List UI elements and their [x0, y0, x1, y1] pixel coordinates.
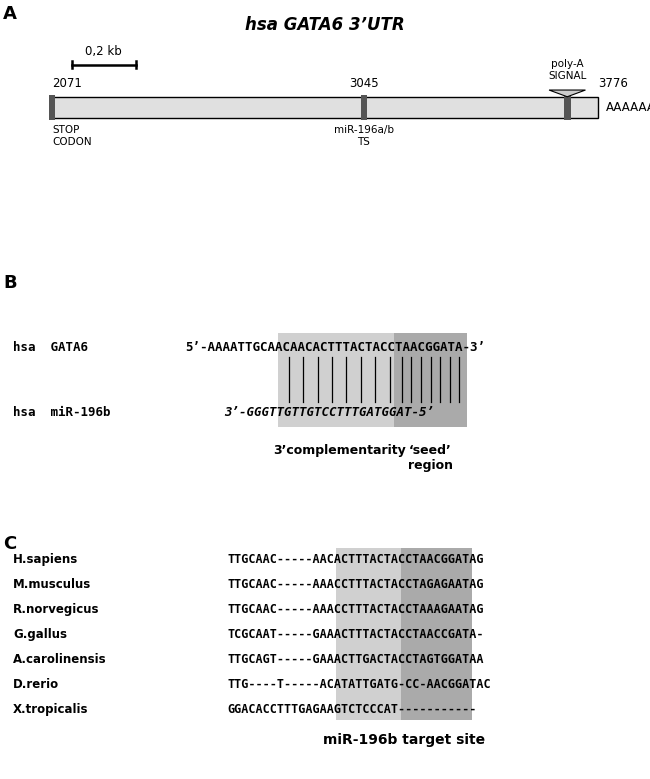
Text: hsa  GATA6: hsa GATA6: [13, 340, 88, 354]
Text: TCGCAAT-----GAAACTTTACTACCTAACCGATA-: TCGCAAT-----GAAACTTTACTACCTAACCGATA-: [227, 628, 484, 641]
Bar: [401, 548, 473, 721]
Text: D.rerio: D.rerio: [13, 678, 59, 691]
Text: G.gallus: G.gallus: [13, 628, 67, 641]
Text: C: C: [3, 534, 16, 553]
Text: A: A: [3, 5, 17, 23]
Text: H.sapiens: H.sapiens: [13, 553, 78, 566]
Text: A.carolinensis: A.carolinensis: [13, 653, 107, 666]
Text: miR-196b target site: miR-196b target site: [323, 733, 485, 747]
Text: poly-A
SIGNAL: poly-A SIGNAL: [548, 59, 586, 81]
Text: X.tropicalis: X.tropicalis: [13, 703, 88, 716]
Text: 0,2 kb: 0,2 kb: [85, 44, 122, 58]
Bar: [278, 333, 400, 427]
Bar: [336, 548, 473, 721]
Bar: [564, 95, 571, 120]
Bar: [361, 95, 367, 120]
Text: 5’-AAAATTGCAACAACACTTTACTACCTAACGGATA-3’: 5’-AAAATTGCAACAACACTTTACTACCTAACGGATA-3’: [185, 340, 486, 354]
Text: TTGCAGT-----GAAACTTGACTACCTAGTGGATAA: TTGCAGT-----GAAACTTGACTACCTAGTGGATAA: [227, 653, 484, 666]
Text: ‘seed’
region: ‘seed’ region: [408, 443, 453, 471]
Text: R.norvegicus: R.norvegicus: [13, 603, 99, 616]
Bar: [49, 95, 55, 120]
Text: AAAAAA: AAAAAA: [606, 101, 650, 114]
Text: GGACACCTTTGAGAAGTCTCCCAT-----------: GGACACCTTTGAGAAGTCTCCCAT-----------: [227, 703, 477, 716]
Text: 3’complementarity: 3’complementarity: [273, 443, 406, 456]
Text: TTG----T-----ACATATTGATG-CC-AACGGATAC: TTG----T-----ACATATTGATG-CC-AACGGATAC: [227, 678, 491, 691]
Text: 3045: 3045: [349, 77, 379, 90]
Polygon shape: [549, 90, 586, 97]
Text: hsa  miR-196b: hsa miR-196b: [13, 406, 111, 419]
Text: miR-196a/b
TS: miR-196a/b TS: [334, 125, 394, 146]
Bar: [52, 97, 598, 118]
Text: STOP
CODON: STOP CODON: [52, 125, 92, 146]
Text: hsa GATA6 3’UTR: hsa GATA6 3’UTR: [245, 16, 405, 34]
Text: TTGCAAC-----AACACTTTACTACCTAACGGATAG: TTGCAAC-----AACACTTTACTACCTAACGGATAG: [227, 553, 484, 566]
Text: TTGCAAC-----AAACCTTTACTACCTAGAGAATAG: TTGCAAC-----AAACCTTTACTACCTAGAGAATAG: [227, 578, 484, 591]
Text: 2071: 2071: [52, 77, 82, 90]
Text: 3776: 3776: [598, 77, 628, 90]
Text: TTGCAAC-----AAACCTTTACTACCTAAAGAATAG: TTGCAAC-----AAACCTTTACTACCTAAAGAATAG: [227, 603, 484, 616]
Text: B: B: [3, 274, 17, 292]
Text: 3’-GGGTTGTTGTCCTTTGATGGAT-5’: 3’-GGGTTGTTGTCCTTTGATGGAT-5’: [224, 406, 434, 419]
Text: M.musculus: M.musculus: [13, 578, 91, 591]
Bar: [394, 333, 467, 427]
